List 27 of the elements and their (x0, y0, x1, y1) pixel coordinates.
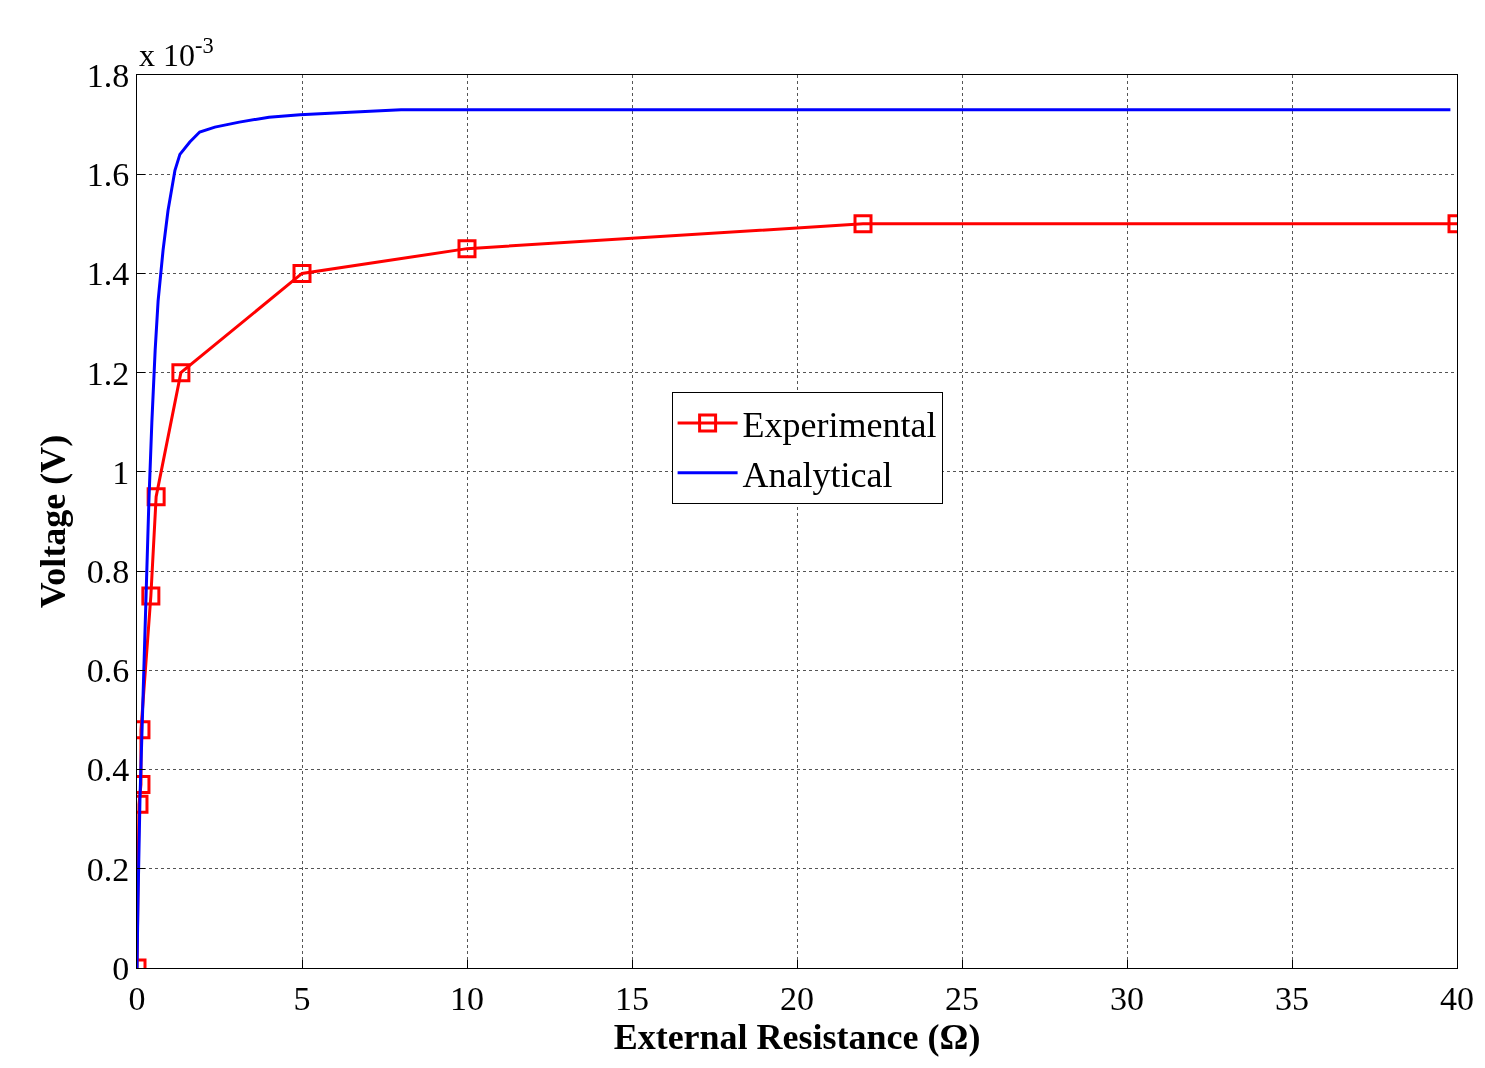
x-tick-label: 35 (1275, 979, 1309, 1017)
x-axis-title: External Resistance (Ω) (613, 1017, 981, 1058)
x-tick-label: 10 (450, 979, 484, 1017)
legend-label: Experimental (742, 404, 937, 445)
point (457, 239, 477, 259)
text: x 10$^{-3}$ (139, 33, 214, 74)
y-tick-label: 0.4 (86, 751, 130, 789)
x-tick-label: 40 (1440, 979, 1474, 1017)
y-tick-label: 1 (112, 453, 130, 491)
y-tick-label: 1.4 (86, 255, 130, 293)
y-tick-label: 0.2 (86, 850, 130, 888)
y-tick-label: 1.8 (86, 56, 130, 94)
point (292, 263, 312, 283)
y-tick-label: 0 (112, 949, 130, 987)
y-tick-label: 0.6 (86, 652, 130, 690)
x-tick-label: 15 (615, 979, 649, 1017)
x-tick-label: 25 (945, 979, 979, 1017)
x-tick-label: 5 (293, 979, 311, 1017)
point (171, 363, 191, 383)
x-tick-label: 20 (780, 979, 814, 1017)
y-tick-label: 1.2 (86, 354, 130, 392)
legend-label: Analytical (742, 454, 893, 495)
y-tick-label: 1.6 (86, 156, 130, 194)
y-axis-title: Voltage (V) (32, 434, 73, 609)
x-tick-label: 30 (1110, 979, 1144, 1017)
point (141, 586, 161, 606)
y-tick-label: 0.8 (86, 553, 130, 591)
